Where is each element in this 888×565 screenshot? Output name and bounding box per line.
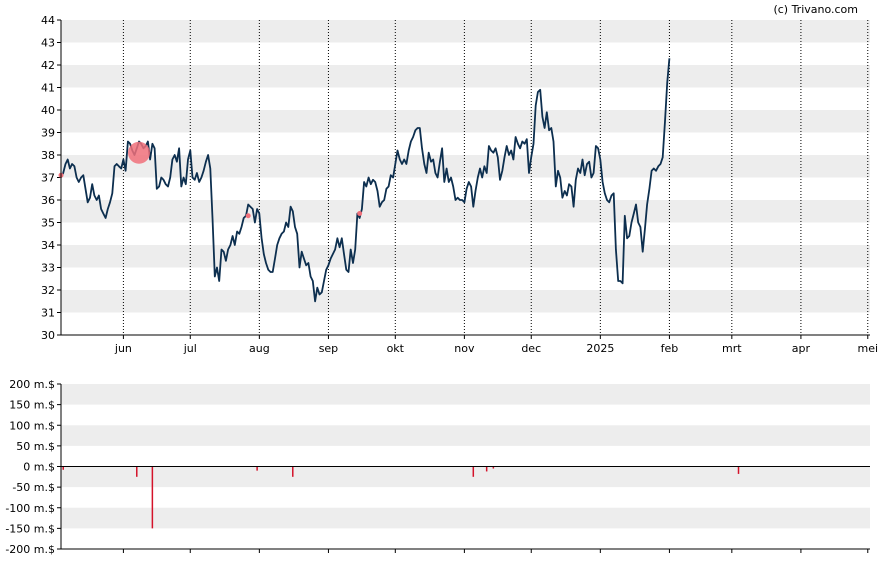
volume-bar <box>737 466 740 474</box>
y-tick-label: 41 <box>41 82 55 95</box>
price-x-axis: jun jul aug sep okt nov dec 2025 feb mrt apr mei <box>114 335 878 355</box>
y-tick-label: 37 <box>41 172 55 185</box>
price-bands <box>61 20 870 313</box>
volume-y-tick-label: 200 m.$ <box>9 378 55 391</box>
price-band <box>61 65 870 88</box>
volume-frame <box>60 384 870 550</box>
x-tick-label: feb <box>661 342 679 355</box>
price-marker <box>245 213 251 219</box>
volume-band <box>61 507 870 529</box>
volume-bar <box>136 466 138 477</box>
volume-y-tick-label: 150 m.$ <box>9 399 55 412</box>
price-band <box>61 200 870 223</box>
volume-bar <box>485 466 488 472</box>
y-tick-label: 32 <box>41 284 55 297</box>
x-tick-label: mei <box>857 342 878 355</box>
x-tick-label: mrt <box>722 342 742 355</box>
y-tick-label: 38 <box>41 149 55 162</box>
price-band <box>61 245 870 268</box>
x-tick-label: jul <box>183 342 197 355</box>
price-y-axis: 30 31 32 33 34 35 36 37 38 39 40 41 42 43 44 <box>41 14 61 342</box>
volume-y-tick-label: 0 m.$ <box>23 461 55 474</box>
y-tick-label: 35 <box>41 217 55 230</box>
y-tick-label: 34 <box>41 239 55 252</box>
volume-bar <box>472 466 475 477</box>
price-panel: 30 31 32 33 34 35 36 37 38 39 40 41 42 43 44 jun jul aug… <box>41 14 878 355</box>
volume-bands <box>61 384 870 529</box>
x-tick-label: 2025 <box>586 342 614 355</box>
volume-bar <box>62 466 64 470</box>
price-marker <box>128 141 151 164</box>
y-tick-label: 31 <box>41 307 55 320</box>
price-marker <box>357 211 363 216</box>
x-tick-label: sep <box>319 342 338 355</box>
volume-bar <box>292 466 294 477</box>
price-band <box>61 110 870 133</box>
volume-band <box>61 384 870 405</box>
volume-band <box>61 466 870 488</box>
volume-panel: 200 m.$ 150 m.$ 100 m.$ 50 m.$ 0 m.$ -50 m.$ -… <box>5 378 870 556</box>
price-band <box>61 20 870 43</box>
x-tick-label: aug <box>249 342 270 355</box>
price-band <box>61 155 870 178</box>
volume-y-axis: 200 m.$ 150 m.$ 100 m.$ 50 m.$ 0 m.$ -50 m.$ -… <box>5 378 61 556</box>
volume-y-tick-label: -150 m.$ <box>5 522 55 535</box>
volume-y-tick-label: -50 m.$ <box>12 481 55 494</box>
volume-bars <box>62 466 740 529</box>
price-markers <box>58 141 363 219</box>
price-frame <box>60 20 870 336</box>
x-tick-label: dec <box>521 342 541 355</box>
volume-month-gridlines <box>122 549 869 553</box>
price-line <box>60 58 671 303</box>
credit-text: (c) Trivano.com <box>773 3 858 16</box>
y-tick-label: 39 <box>41 127 55 140</box>
volume-y-tick-label: -200 m.$ <box>5 543 55 556</box>
volume-bar <box>151 466 154 529</box>
volume-y-tick-label: -100 m.$ <box>5 502 55 515</box>
y-tick-label: 30 <box>41 329 55 342</box>
y-tick-label: 33 <box>41 262 55 275</box>
x-tick-label: apr <box>792 342 811 355</box>
y-tick-label: 36 <box>41 194 55 207</box>
price-band <box>61 290 870 313</box>
volume-band <box>61 425 870 446</box>
volume-y-tick-label: 50 m.$ <box>16 440 55 453</box>
volume-bar <box>492 466 495 469</box>
y-tick-label: 43 <box>41 37 55 50</box>
y-tick-label: 40 <box>41 104 55 117</box>
x-tick-label: jun <box>114 342 132 355</box>
volume-bar <box>256 466 258 471</box>
y-tick-label: 44 <box>41 14 55 27</box>
y-tick-label: 42 <box>41 59 55 72</box>
x-tick-label: nov <box>454 342 475 355</box>
volume-y-tick-label: 100 m.$ <box>9 419 55 432</box>
x-tick-label: okt <box>387 342 405 355</box>
